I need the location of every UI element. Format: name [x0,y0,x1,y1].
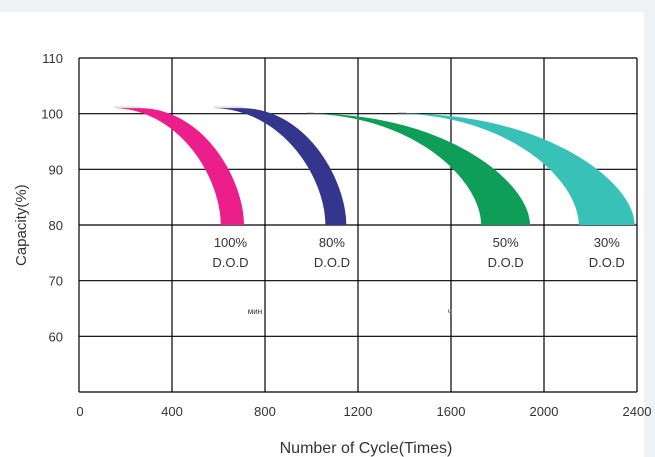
y-tick-label: 90 [49,162,63,177]
series-label-percent-1: 100% [214,235,248,250]
y-tick-label: 110 [42,51,63,66]
x-tick-label: 1200 [344,404,373,419]
series-label-dod-1: D.O.D [212,255,248,270]
series-label-dod-4: D.O.D [589,255,625,270]
y-tick-label: 80 [49,218,63,233]
series-band-1 [113,108,245,225]
y-axis-title: Capacity(%) [13,184,30,266]
y-tick-label: 100 [41,107,63,122]
series-label-dod-2: D.O.D [314,255,350,270]
x-tick-label: 800 [254,404,276,419]
top-background-strip [0,0,655,12]
annotation-text: ч [448,307,452,316]
series-label-dod-3: D.O.D [488,255,524,270]
x-tick-label: 0 [76,404,83,419]
series-label-percent-2: 80% [319,235,345,250]
right-background-strip [644,0,655,457]
x-tick-label: 2400 [623,404,652,419]
y-tick-label: 70 [49,274,63,289]
series-band-2 [213,108,347,225]
series-label-percent-4: 30% [594,235,620,250]
series-band-4 [397,113,635,225]
x-tick-label: 400 [161,404,183,419]
series-band-3 [306,113,531,225]
x-tick-label: 1600 [437,404,466,419]
annotation-text: мин [248,307,262,316]
x-axis-title: Number of Cycle(Times) [280,440,453,457]
series-label-percent-3: 50% [493,235,519,250]
y-tick-label: 60 [49,329,63,344]
x-tick-label: 2000 [530,404,559,419]
